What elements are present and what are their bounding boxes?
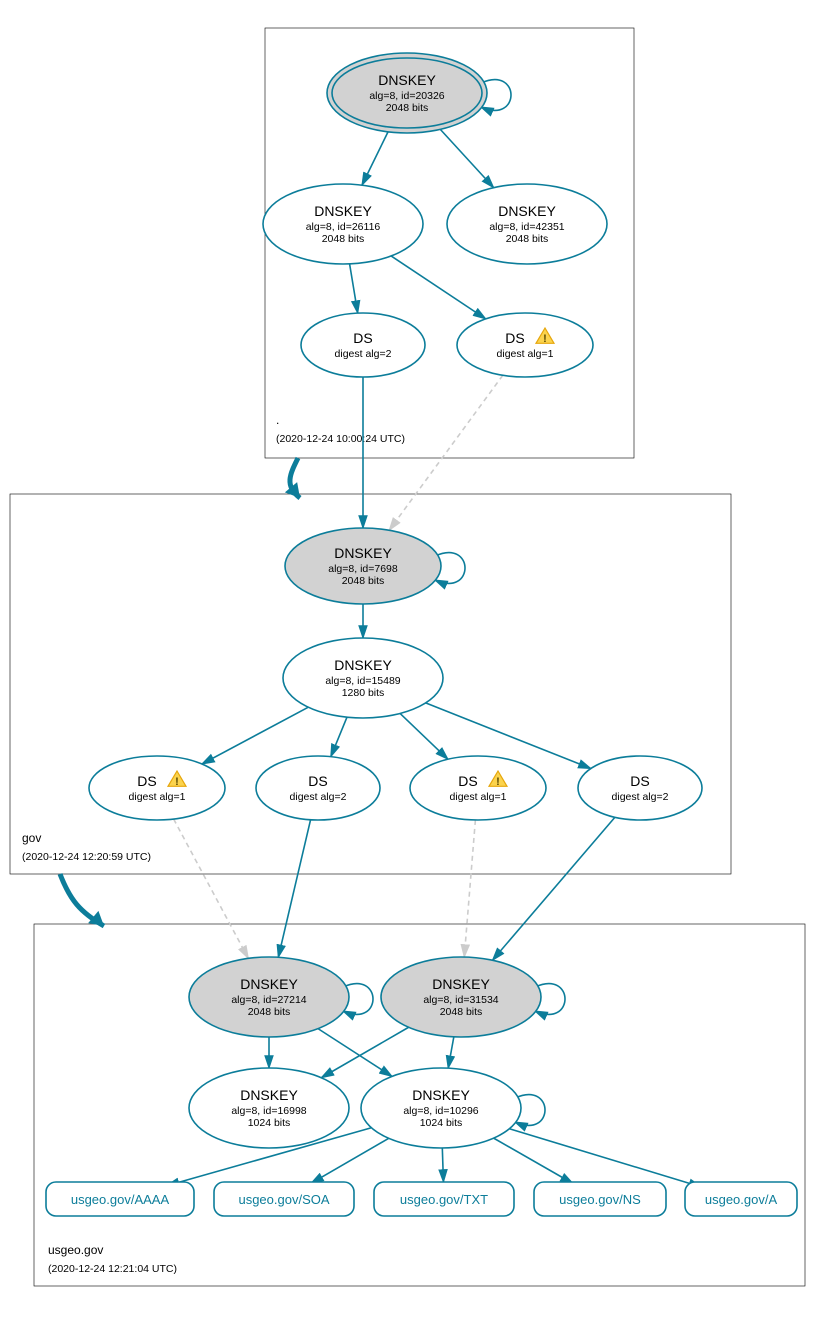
rrset-rr-txt: usgeo.gov/TXT xyxy=(374,1182,514,1216)
node-gov-ksk: DNSKEY alg=8, id=76982048 bits xyxy=(285,528,441,604)
zone-timestamp: (2020-12-24 10:00:24 UTC) xyxy=(276,433,405,445)
node-root-ds1: DS! digest alg=1 xyxy=(457,313,593,377)
node-title: DNSKEY xyxy=(412,1087,470,1103)
node-root-zsk2: DNSKEY alg=8, id=423512048 bits xyxy=(447,184,607,264)
node-title: DNSKEY xyxy=(334,545,392,561)
zone-label: . xyxy=(276,413,279,427)
node-usgeo-zsk1: DNSKEY alg=8, id=169981024 bits xyxy=(189,1068,349,1148)
node-title: DS xyxy=(137,773,156,789)
zone-timestamp: (2020-12-24 12:20:59 UTC) xyxy=(22,851,151,863)
node-line2: alg=8, id=26116 xyxy=(306,221,381,233)
node-line3: 2048 bits xyxy=(248,1006,291,1018)
node-line2: alg=8, id=27214 xyxy=(231,994,306,1006)
node-title: DS xyxy=(505,330,524,346)
zone-label: usgeo.gov xyxy=(48,1243,103,1257)
node-line2: digest alg=2 xyxy=(612,791,669,803)
rrset-label: usgeo.gov/A xyxy=(705,1192,778,1207)
node-gov-zsk: DNSKEY alg=8, id=154891280 bits xyxy=(283,638,443,718)
node-title: DNSKEY xyxy=(498,203,556,219)
rrset-rr-ns: usgeo.gov/NS xyxy=(534,1182,666,1216)
rrset-label: usgeo.gov/SOA xyxy=(238,1192,329,1207)
node-title: DNSKEY xyxy=(240,976,298,992)
node-gov-ds2b: DS digest alg=2 xyxy=(578,756,702,820)
node-line2: alg=8, id=42351 xyxy=(489,221,564,233)
node-line3: 1024 bits xyxy=(420,1117,463,1129)
node-title: DNSKEY xyxy=(432,976,490,992)
node-line3: 2048 bits xyxy=(440,1006,483,1018)
node-title: DS xyxy=(308,773,327,789)
node-line2: digest alg=1 xyxy=(450,791,507,803)
node-line2: digest alg=2 xyxy=(335,348,392,360)
svg-text:!: ! xyxy=(175,776,179,788)
node-line2: alg=8, id=15489 xyxy=(325,675,400,687)
node-line2: digest alg=2 xyxy=(290,791,347,803)
rrset-rr-aaaa: usgeo.gov/AAAA xyxy=(46,1182,194,1216)
node-title: DS xyxy=(353,330,372,346)
node-usgeo-ksk1: DNSKEY alg=8, id=272142048 bits xyxy=(189,957,349,1037)
zone-timestamp: (2020-12-24 12:21:04 UTC) xyxy=(48,1263,177,1275)
svg-text:!: ! xyxy=(496,776,500,788)
node-usgeo-ksk2: DNSKEY alg=8, id=315342048 bits xyxy=(381,957,541,1037)
node-root-ds2: DS digest alg=2 xyxy=(301,313,425,377)
node-line2: alg=8, id=31534 xyxy=(423,994,498,1006)
node-gov-ds1a: DS! digest alg=1 xyxy=(89,756,225,820)
node-root-ksk: DNSKEY alg=8, id=203262048 bits xyxy=(327,53,487,133)
node-line2: alg=8, id=16998 xyxy=(231,1105,306,1117)
rrset-label: usgeo.gov/AAAA xyxy=(71,1192,170,1207)
node-line2: alg=8, id=20326 xyxy=(369,90,444,102)
node-usgeo-zsk2: DNSKEY alg=8, id=102961024 bits xyxy=(361,1068,521,1148)
node-title: DNSKEY xyxy=(314,203,372,219)
node-line2: alg=8, id=7698 xyxy=(328,563,398,575)
node-title: DNSKEY xyxy=(240,1087,298,1103)
node-gov-ds1b: DS! digest alg=1 xyxy=(410,756,546,820)
node-line2: digest alg=1 xyxy=(497,348,554,360)
svg-text:!: ! xyxy=(543,333,547,345)
rrset-label: usgeo.gov/NS xyxy=(559,1192,641,1207)
node-line3: 1024 bits xyxy=(248,1117,291,1129)
node-line3: 2048 bits xyxy=(506,233,549,245)
node-line3: 2048 bits xyxy=(322,233,365,245)
node-line2: digest alg=1 xyxy=(129,791,186,803)
node-line2: alg=8, id=10296 xyxy=(403,1105,478,1117)
rrset-rr-a: usgeo.gov/A xyxy=(685,1182,797,1216)
node-title: DNSKEY xyxy=(378,72,436,88)
node-title: DS xyxy=(630,773,649,789)
node-line3: 2048 bits xyxy=(342,575,385,587)
zone-label: gov xyxy=(22,831,41,845)
dnssec-diagram: . (2020-12-24 10:00:24 UTC) gov (2020-12-24… xyxy=(0,0,816,1320)
node-gov-ds2a: DS digest alg=2 xyxy=(256,756,380,820)
rrset-label: usgeo.gov/TXT xyxy=(400,1192,488,1207)
node-root-zsk1: DNSKEY alg=8, id=261162048 bits xyxy=(263,184,423,264)
node-line3: 2048 bits xyxy=(386,102,429,114)
node-line3: 1280 bits xyxy=(342,687,385,699)
node-title: DNSKEY xyxy=(334,657,392,673)
rrset-rr-soa: usgeo.gov/SOA xyxy=(214,1182,354,1216)
node-title: DS xyxy=(458,773,477,789)
